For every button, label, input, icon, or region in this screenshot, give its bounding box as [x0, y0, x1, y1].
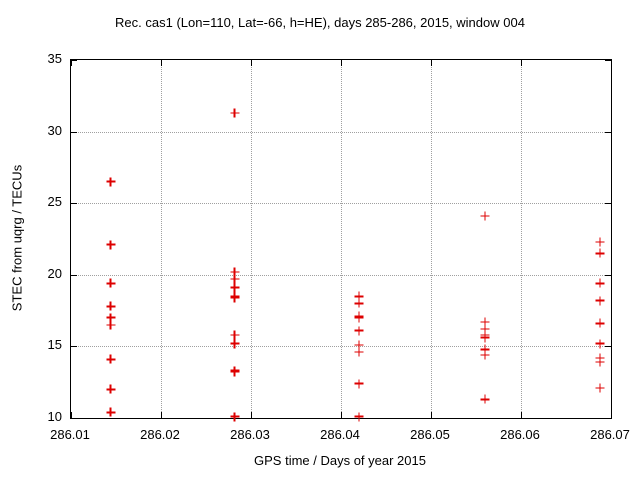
y-axis-tick-right: [605, 60, 611, 61]
y-axis-tick-right: [605, 274, 611, 276]
y-gridline: [71, 274, 611, 276]
x-axis-tick-bottom: [71, 412, 72, 418]
y-axis-tick-right: [605, 346, 611, 348]
data-point-marker: [106, 278, 116, 288]
data-point-marker: [106, 407, 116, 417]
data-point-marker: [595, 318, 605, 328]
data-point-marker: [354, 379, 364, 389]
data-point-marker: [480, 211, 490, 221]
y-axis-tick-left: [71, 60, 77, 61]
data-point-marker: [106, 320, 116, 330]
y-tick-label: 35: [47, 51, 62, 66]
data-point-marker: [106, 313, 116, 323]
y-axis-tick-left: [71, 418, 77, 419]
data-point-marker: [230, 330, 240, 340]
x-axis-tick-top: [251, 60, 252, 66]
y-axis-tick-right: [605, 203, 611, 205]
y-tick-label: 10: [47, 409, 62, 424]
x-axis-tick-bottom: [431, 412, 432, 418]
data-point-marker: [354, 313, 364, 323]
data-point-marker: [230, 339, 240, 349]
y-tick-label: 20: [47, 265, 62, 281]
plot-area: [70, 59, 612, 422]
data-point-marker: [480, 324, 490, 334]
x-axis-tick-bottom: [611, 412, 612, 418]
x-axis-tick-top: [431, 60, 432, 66]
x-axis-tick-bottom: [521, 412, 522, 418]
data-point-marker: [595, 237, 605, 247]
data-point-marker: [106, 301, 116, 311]
data-point-marker: [230, 267, 240, 277]
x-tick-label: 286.02: [140, 427, 180, 442]
data-point-marker: [230, 274, 240, 284]
data-point-marker: [230, 283, 240, 293]
data-point-marker: [106, 384, 116, 394]
x-tick-label: 286.07: [590, 427, 630, 442]
y-tick-label: 25: [47, 194, 62, 210]
x-tick-label: 286.05: [410, 427, 450, 442]
x-tick-label: 286.06: [500, 427, 540, 442]
x-gridline: [251, 60, 252, 418]
x-tick-label: 286.04: [320, 427, 360, 442]
data-point-marker: [480, 317, 490, 327]
x-axis-tick-top: [521, 60, 522, 66]
data-point-marker: [106, 177, 116, 187]
data-point-marker: [480, 344, 490, 354]
data-point-marker: [595, 248, 605, 258]
x-tick-label: 286.01: [50, 427, 90, 442]
y-axis-tick-left: [71, 274, 77, 276]
x-gridline: [341, 60, 342, 418]
x-axis-title: GPS time / Days of year 2015: [254, 453, 426, 468]
x-axis-tick-bottom: [161, 412, 162, 418]
data-point-marker: [595, 339, 605, 349]
y-tick-label: 30: [47, 122, 62, 138]
y-axis-tick-right: [605, 131, 611, 133]
y-axis-tick-left: [71, 203, 77, 205]
y-gridline: [71, 346, 611, 348]
x-gridline: [521, 60, 522, 418]
x-axis-tick-bottom: [341, 412, 342, 418]
x-gridline: [431, 60, 432, 418]
x-gridline: [161, 60, 162, 418]
data-point-marker: [230, 293, 240, 303]
data-point-marker: [354, 412, 364, 422]
chart-title: Rec. cas1 (Lon=110, Lat=-66, h=HE), days…: [115, 15, 525, 30]
data-point-marker: [354, 298, 364, 308]
data-point-marker: [230, 412, 240, 422]
data-point-marker: [595, 357, 605, 367]
y-tick-label: 15: [47, 337, 62, 353]
y-axis-tick-left: [71, 131, 77, 133]
data-point-marker: [106, 240, 116, 250]
data-point-marker: [354, 291, 364, 301]
x-axis-tick-top: [611, 60, 612, 66]
data-point-marker: [354, 347, 364, 357]
data-point-marker: [230, 108, 240, 118]
data-point-marker: [480, 394, 490, 404]
x-tick-label: 286.03: [230, 427, 270, 442]
data-point-marker: [595, 383, 605, 393]
y-axis-tick-left: [71, 346, 77, 348]
data-point-marker: [480, 333, 490, 343]
y-axis-tick-right: [605, 418, 611, 419]
data-point-marker: [480, 350, 490, 360]
y-axis-title: STEC from uqrg / TECUs: [9, 164, 25, 312]
data-point-marker: [595, 296, 605, 306]
y-gridline: [71, 131, 611, 133]
x-axis-tick-top: [71, 60, 72, 66]
data-point-marker: [354, 326, 364, 336]
y-gridline: [71, 203, 611, 205]
x-axis-tick-bottom: [251, 412, 252, 418]
x-axis-tick-top: [341, 60, 342, 66]
data-point-marker: [106, 354, 116, 364]
x-axis-tick-top: [161, 60, 162, 66]
data-point-marker: [595, 278, 605, 288]
data-point-marker: [354, 340, 364, 350]
data-point-marker: [230, 367, 240, 377]
